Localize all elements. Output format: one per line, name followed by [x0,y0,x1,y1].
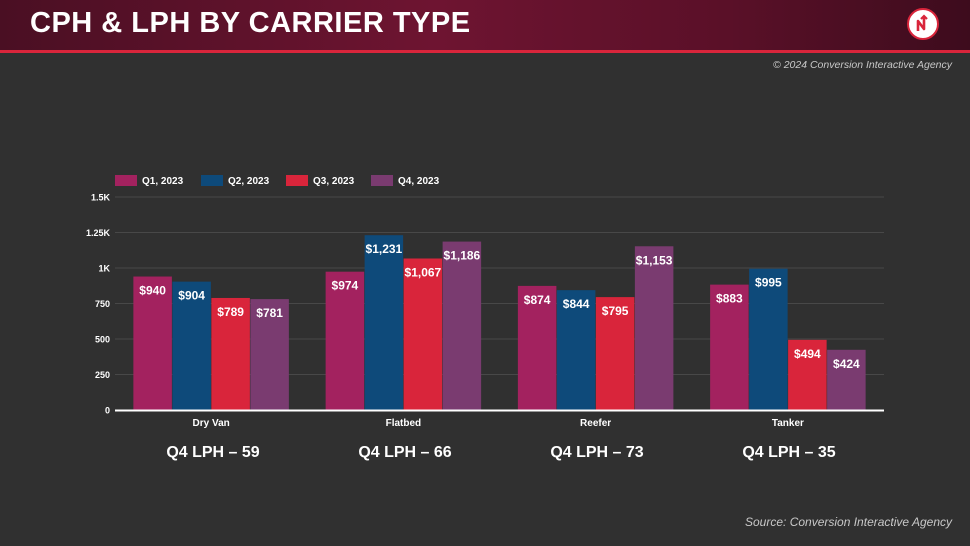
legend-label: Q4, 2023 [398,176,440,187]
bar [403,258,443,410]
copyright-text: © 2024 Conversion Interactive Agency [773,59,952,71]
legend-label: Q3, 2023 [313,176,355,187]
bar-value-label: $844 [563,297,590,311]
y-tick-label: 250 [95,370,110,380]
y-tick-label: 500 [95,335,110,345]
bar [133,276,172,410]
y-tick-label: 1K [98,264,110,274]
legend-swatch [371,175,393,186]
x-tick-label: Dry Van [193,418,230,429]
legend-label: Q1, 2023 [142,176,184,187]
y-tick-label: 0 [105,406,110,416]
legend-swatch [286,175,308,186]
bar [556,290,596,410]
bar-value-label: $974 [332,279,359,293]
bar-value-label: $1,186 [444,249,481,263]
bar [595,297,635,410]
bar [172,281,211,410]
y-tick-label: 750 [95,299,110,309]
bar [710,284,749,410]
bar-value-label: $795 [602,304,629,318]
bar-value-label: $494 [794,347,821,361]
y-tick-label: 1.5K [91,193,111,203]
x-tick-label: Flatbed [386,418,422,429]
y-tick-label: 1.25K [86,228,111,238]
legend-swatch [201,175,223,186]
bar [364,235,404,410]
lph-label-tanker: Q4 LPH – 35 [742,444,836,461]
bar [442,241,482,410]
bar [250,299,289,410]
x-tick-label: Reefer [580,418,611,429]
bar-value-label: $883 [716,292,743,306]
bar [325,271,365,410]
lph-label-flatbed: Q4 LPH – 66 [358,444,452,461]
bar-value-label: $1,153 [636,253,673,267]
header-banner: CPH & LPH BY CARRIER TYPE [0,0,970,53]
agency-logo-icon [907,8,939,40]
bar-value-label: $1,067 [405,265,442,279]
bar-value-label: $424 [833,357,860,371]
bar [788,339,827,410]
bar-value-label: $874 [524,293,551,307]
bar-chart: 0 250 500 750 1K 1.25K 1.5K $940 $904 $789 $781 Dry… [86,175,884,429]
bar-value-label: $940 [139,284,166,298]
bar [634,246,674,410]
source-text: Source: Conversion Interactive Agency [745,515,952,529]
bar-value-label: $995 [755,276,782,290]
bar [211,297,250,410]
bar-value-label: $789 [217,305,244,319]
lph-label-dry-van: Q4 LPH – 59 [166,444,260,461]
bar-value-label: $781 [256,306,283,320]
bar [827,349,866,410]
legend-label: Q2, 2023 [228,176,270,187]
bar [517,285,557,410]
legend-swatch [115,175,137,186]
x-tick-label: Tanker [772,418,804,429]
lph-label-reefer: Q4 LPH – 73 [550,444,644,461]
bar-value-label: $1,231 [366,242,403,256]
page-title: CPH & LPH BY CARRIER TYPE [30,7,471,39]
bar [749,268,788,410]
bar-value-label: $904 [178,289,205,303]
